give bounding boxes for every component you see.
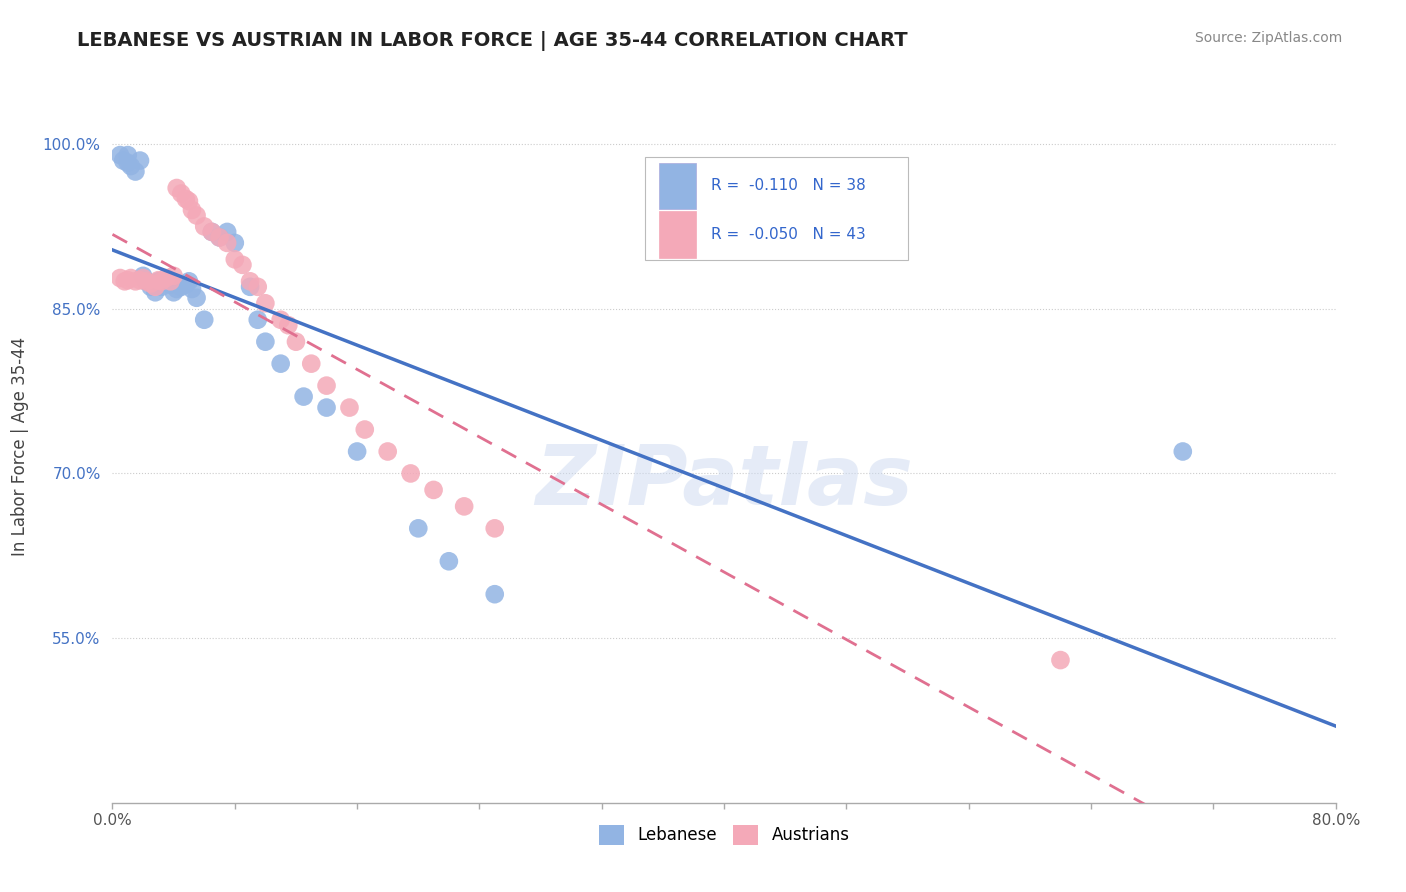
Point [224,235,246,250]
Point [124,164,146,178]
Point [193,219,215,234]
Point [254,334,277,349]
Point [163,285,186,300]
Point [120,159,142,173]
Point [408,521,430,535]
Point [186,291,208,305]
Text: ZIPatlas: ZIPatlas [536,442,912,522]
Point [1049,653,1071,667]
Point [484,521,506,535]
Point [108,271,131,285]
Point [159,274,181,288]
Point [208,230,231,244]
Point [208,230,231,244]
Point [201,225,224,239]
Point [346,444,368,458]
FancyBboxPatch shape [659,162,696,209]
Point [353,423,375,437]
Point [117,148,139,162]
Point [231,258,253,272]
Point [217,225,239,239]
FancyBboxPatch shape [644,157,908,260]
Point [120,271,142,285]
Point [150,280,173,294]
Point [143,280,166,294]
Point [399,467,422,481]
Point [143,285,166,300]
Point [132,268,155,283]
Point [129,273,152,287]
Point [437,554,460,568]
Point [135,274,157,288]
Text: R =  -0.110   N = 38: R = -0.110 N = 38 [710,178,865,194]
Point [186,209,208,223]
Point [163,268,186,283]
Legend: Lebanese, Austrians: Lebanese, Austrians [592,818,856,852]
Point [377,444,399,458]
Point [170,186,193,201]
Point [170,280,193,294]
Point [484,587,506,601]
Point [124,274,146,288]
Point [299,357,322,371]
Point [246,280,269,294]
Point [277,318,299,333]
Point [139,277,162,291]
Point [270,357,292,371]
Point [166,282,188,296]
Point [422,483,444,497]
Point [193,312,215,326]
Point [224,252,246,267]
Point [239,280,262,294]
Point [239,274,262,288]
Point [181,202,204,217]
Point [114,274,136,288]
Point [148,273,170,287]
Point [174,277,197,292]
Point [315,401,337,415]
Y-axis label: In Labor Force | Age 35-44: In Labor Force | Age 35-44 [11,336,28,556]
Point [132,271,155,285]
Text: LEBANESE VS AUSTRIAN IN LABOR FORCE | AGE 35-44 CORRELATION CHART: LEBANESE VS AUSTRIAN IN LABOR FORCE | AG… [77,31,908,51]
Point [112,153,135,168]
Point [174,192,197,206]
Point [108,148,131,162]
Text: Source: ZipAtlas.com: Source: ZipAtlas.com [1195,31,1343,45]
Point [177,274,200,288]
Point [135,274,157,288]
Point [129,153,152,168]
Point [270,312,292,326]
Point [155,274,177,288]
Point [453,500,475,514]
Point [155,271,177,285]
Point [117,273,139,287]
Point [315,378,337,392]
Point [292,390,315,404]
Point [150,274,173,288]
Point [201,225,224,239]
Point [177,194,200,209]
FancyBboxPatch shape [659,211,696,258]
Point [181,282,204,296]
Point [284,334,308,349]
Point [166,181,188,195]
Point [139,280,162,294]
Point [1171,444,1194,458]
Point [339,401,361,415]
Point [254,296,277,310]
Point [159,277,181,292]
Point [148,274,170,288]
Point [217,235,239,250]
Point [246,312,269,326]
Text: R =  -0.050   N = 43: R = -0.050 N = 43 [710,227,865,242]
Point [117,155,139,169]
